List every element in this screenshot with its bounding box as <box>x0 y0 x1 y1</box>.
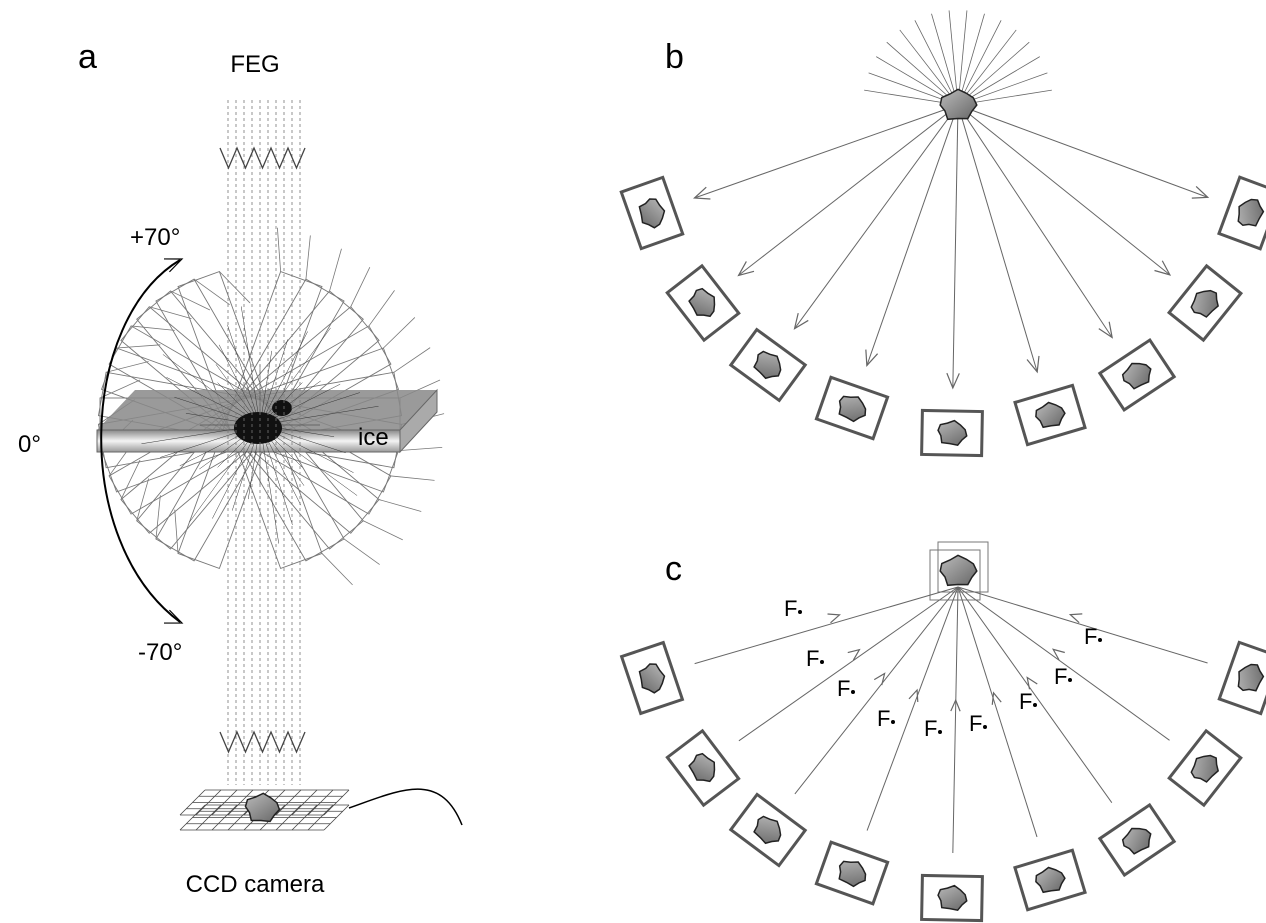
ice-label: ice <box>358 424 389 451</box>
projection-image <box>1169 731 1241 805</box>
projection-ray <box>795 105 958 329</box>
arrow-head <box>1053 649 1065 659</box>
specimen <box>234 412 282 444</box>
drawing: FFFFFFFFF <box>95 10 1266 920</box>
projection-image <box>816 842 887 904</box>
projection-ray <box>958 105 1170 275</box>
projection-ray <box>953 105 958 388</box>
projection-image <box>1219 177 1266 249</box>
slab-edge <box>316 249 356 291</box>
slab-edge <box>344 530 380 574</box>
angle-label: +70° <box>130 224 180 251</box>
slab-edge <box>140 495 176 539</box>
source-label: FEG <box>230 51 279 78</box>
projection-image <box>1100 340 1174 410</box>
focus-label: F <box>1054 664 1067 689</box>
projection-image <box>1219 642 1266 713</box>
backprojection-ray <box>695 587 958 664</box>
projection-image <box>1100 805 1174 875</box>
focus-point <box>1033 703 1037 707</box>
backprojection-ray <box>795 587 958 794</box>
projection-ray <box>958 105 1037 372</box>
focus-label: F <box>924 716 937 741</box>
backprojection-ray <box>958 587 1208 663</box>
projection-image <box>621 177 682 248</box>
focus-label: F <box>806 646 819 671</box>
slab-edge <box>339 267 381 307</box>
focus-point <box>851 690 855 694</box>
slab-edge <box>170 279 210 321</box>
slab-edge <box>360 290 404 326</box>
focus-point <box>983 725 987 729</box>
backprojection-ray <box>953 587 958 853</box>
arrow-head <box>848 650 860 660</box>
slab-edge <box>363 509 403 551</box>
focus-point <box>1098 638 1102 642</box>
panel-label: a <box>78 38 97 76</box>
slab-edge <box>377 317 421 348</box>
detector-label: CCD camera <box>186 871 325 898</box>
focus-point <box>891 720 895 724</box>
projection-image <box>816 377 887 438</box>
projection-image <box>622 643 683 714</box>
focus-label: F <box>1019 689 1032 714</box>
projection-image <box>922 410 983 455</box>
focus-point <box>938 730 942 734</box>
projection-ray <box>958 105 1208 197</box>
panel-label: c <box>665 550 682 588</box>
projection-ray <box>739 105 958 275</box>
slab-edge <box>290 235 326 279</box>
slab-edge <box>131 310 175 346</box>
projection-image <box>922 875 983 920</box>
projection-image <box>731 794 805 865</box>
focus-label: F <box>877 706 890 731</box>
particle <box>940 555 977 585</box>
projection-image <box>731 330 805 401</box>
slab-edge <box>379 486 421 526</box>
slab-edge <box>391 348 434 373</box>
slab-edge <box>161 510 192 554</box>
slab-edge <box>117 331 161 362</box>
focus-label: F <box>969 711 982 736</box>
focus-point <box>798 610 802 614</box>
slab-edge <box>322 547 353 591</box>
angle-label: -70° <box>138 639 182 666</box>
projection-ray <box>867 105 958 366</box>
figure: FFFFFFFFF a FEG +70° 0° -70° ice CCD cam… <box>0 0 1266 923</box>
projection-image <box>1169 266 1241 340</box>
focus-label: F <box>784 596 797 621</box>
focus-label: F <box>837 676 850 701</box>
projection-ray <box>958 105 1112 337</box>
slab-edge <box>391 460 435 496</box>
projection-image <box>1015 385 1085 444</box>
cable <box>349 789 462 825</box>
projection-image <box>1015 850 1085 909</box>
focus-point <box>1068 678 1072 682</box>
specimen <box>272 400 292 416</box>
focus-label: F <box>1084 624 1097 649</box>
angle-label: 0° <box>18 431 41 458</box>
arrow-head <box>874 674 884 686</box>
backprojection-ray <box>958 587 1112 803</box>
panel-label: b <box>665 38 684 76</box>
focus-point <box>820 660 824 664</box>
projection-image <box>667 731 738 805</box>
projection-image <box>667 266 739 340</box>
arrow-head <box>1027 677 1037 689</box>
projection-ray <box>694 105 958 198</box>
slab-edge <box>219 265 250 309</box>
arrow-head <box>909 690 918 702</box>
